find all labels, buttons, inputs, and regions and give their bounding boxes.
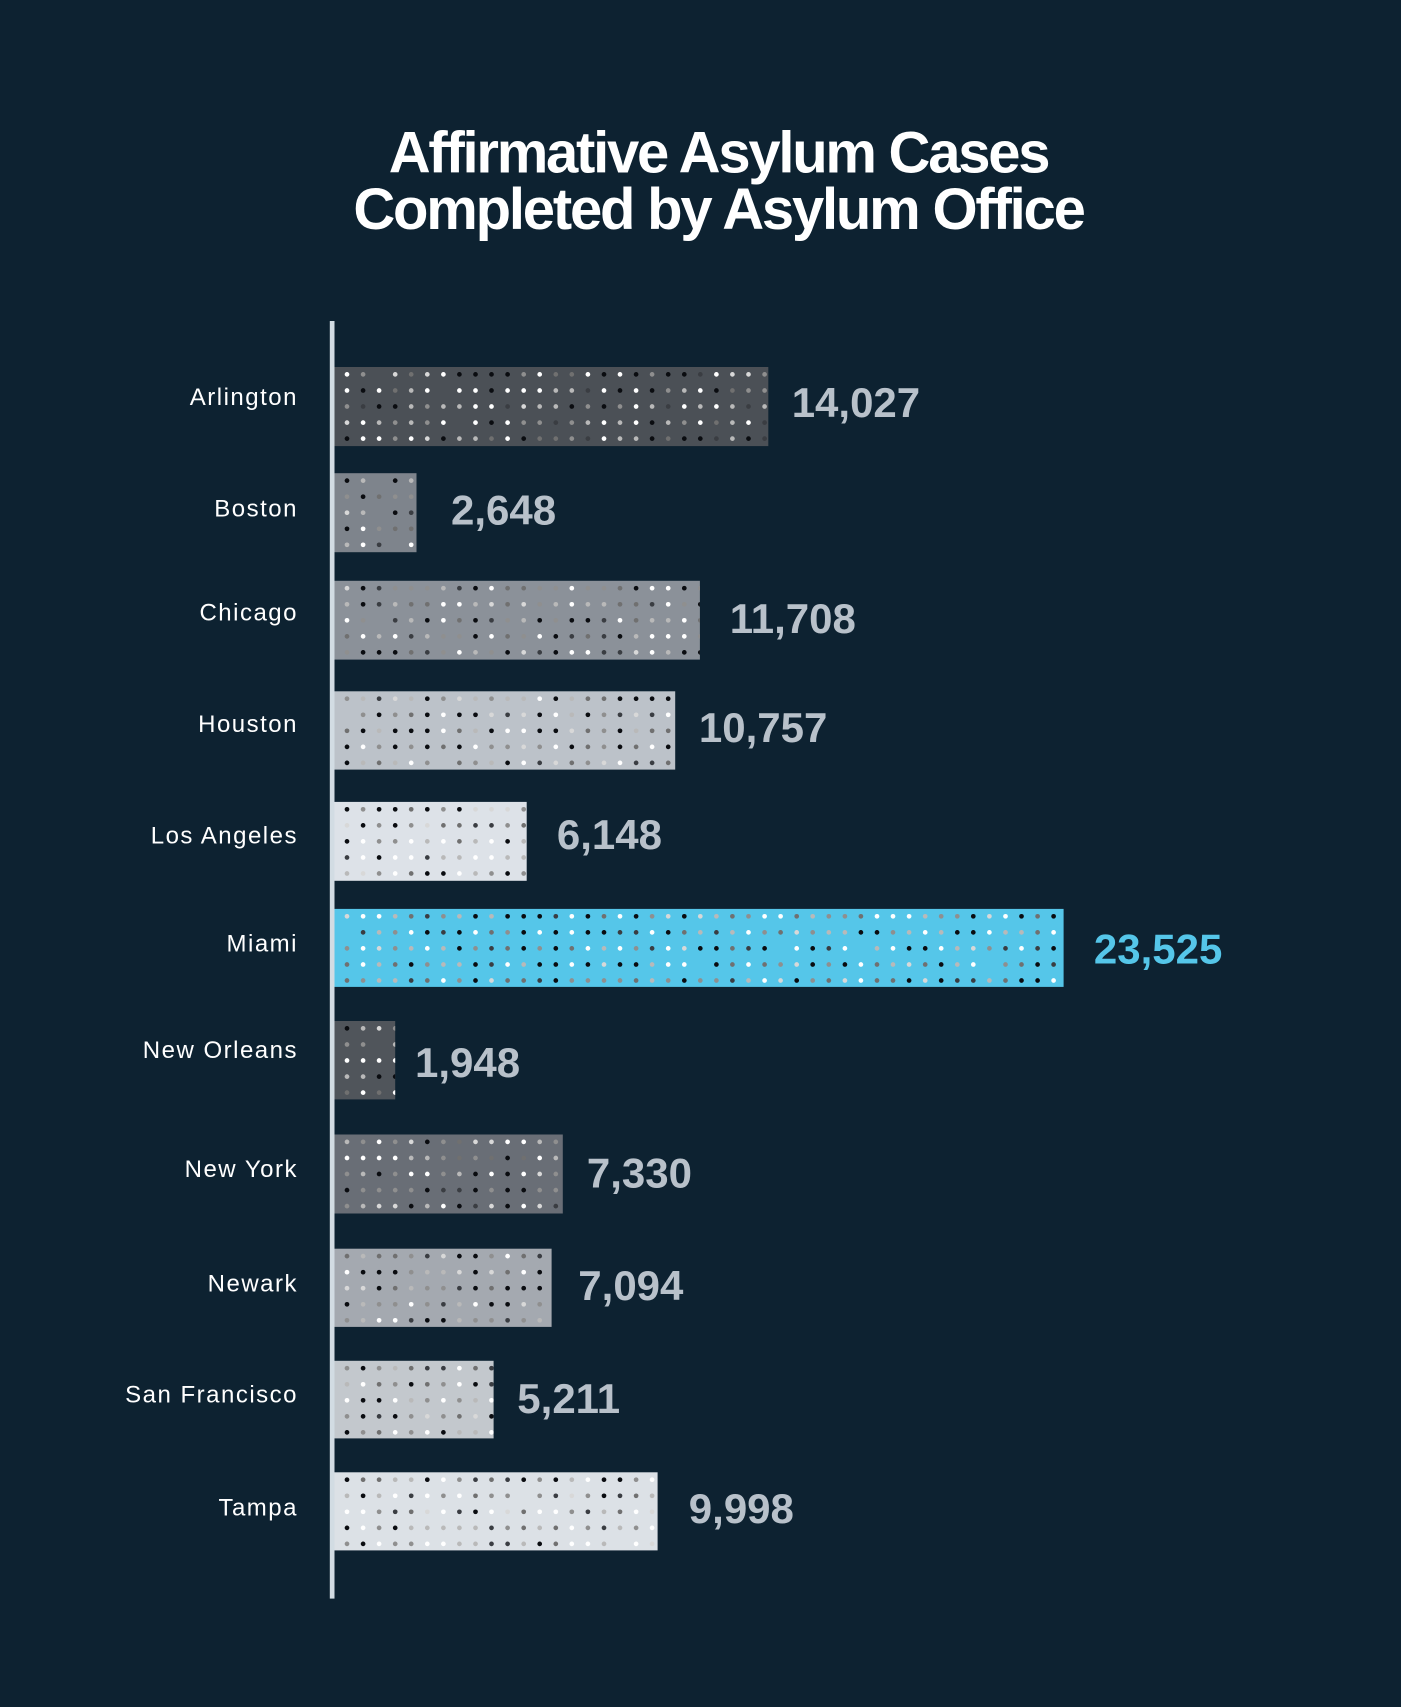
svg-text:1,948: 1,948 — [415, 1039, 520, 1086]
svg-text:Completed by Asylum Office: Completed by Asylum Office — [353, 177, 1084, 242]
svg-text:6,148: 6,148 — [557, 811, 662, 858]
svg-text:2,648: 2,648 — [451, 487, 556, 534]
svg-text:Affirmative Asylum Cases: Affirmative Asylum Cases — [389, 121, 1048, 186]
svg-text:New Orleans: New Orleans — [143, 1037, 298, 1064]
svg-text:9,998: 9,998 — [689, 1485, 794, 1532]
svg-text:Newark: Newark — [208, 1270, 298, 1297]
svg-text:Los Angeles: Los Angeles — [151, 822, 298, 849]
svg-text:7,094: 7,094 — [578, 1262, 684, 1309]
svg-text:Tampa: Tampa — [218, 1494, 298, 1521]
svg-text:New York: New York — [185, 1156, 298, 1183]
svg-text:Houston: Houston — [198, 711, 298, 738]
svg-text:10,757: 10,757 — [699, 704, 827, 751]
svg-text:San Francisco: San Francisco — [125, 1382, 298, 1409]
svg-text:5,211: 5,211 — [517, 1375, 620, 1422]
svg-text:11,708: 11,708 — [730, 595, 856, 642]
svg-text:23,525: 23,525 — [1094, 925, 1222, 972]
svg-text:Miami: Miami — [227, 931, 299, 958]
svg-text:Chicago: Chicago — [199, 600, 298, 627]
svg-text:7,330: 7,330 — [587, 1150, 692, 1197]
svg-text:Arlington: Arlington — [190, 384, 298, 411]
svg-text:14,027: 14,027 — [792, 379, 920, 426]
svg-text:Boston: Boston — [214, 496, 298, 523]
